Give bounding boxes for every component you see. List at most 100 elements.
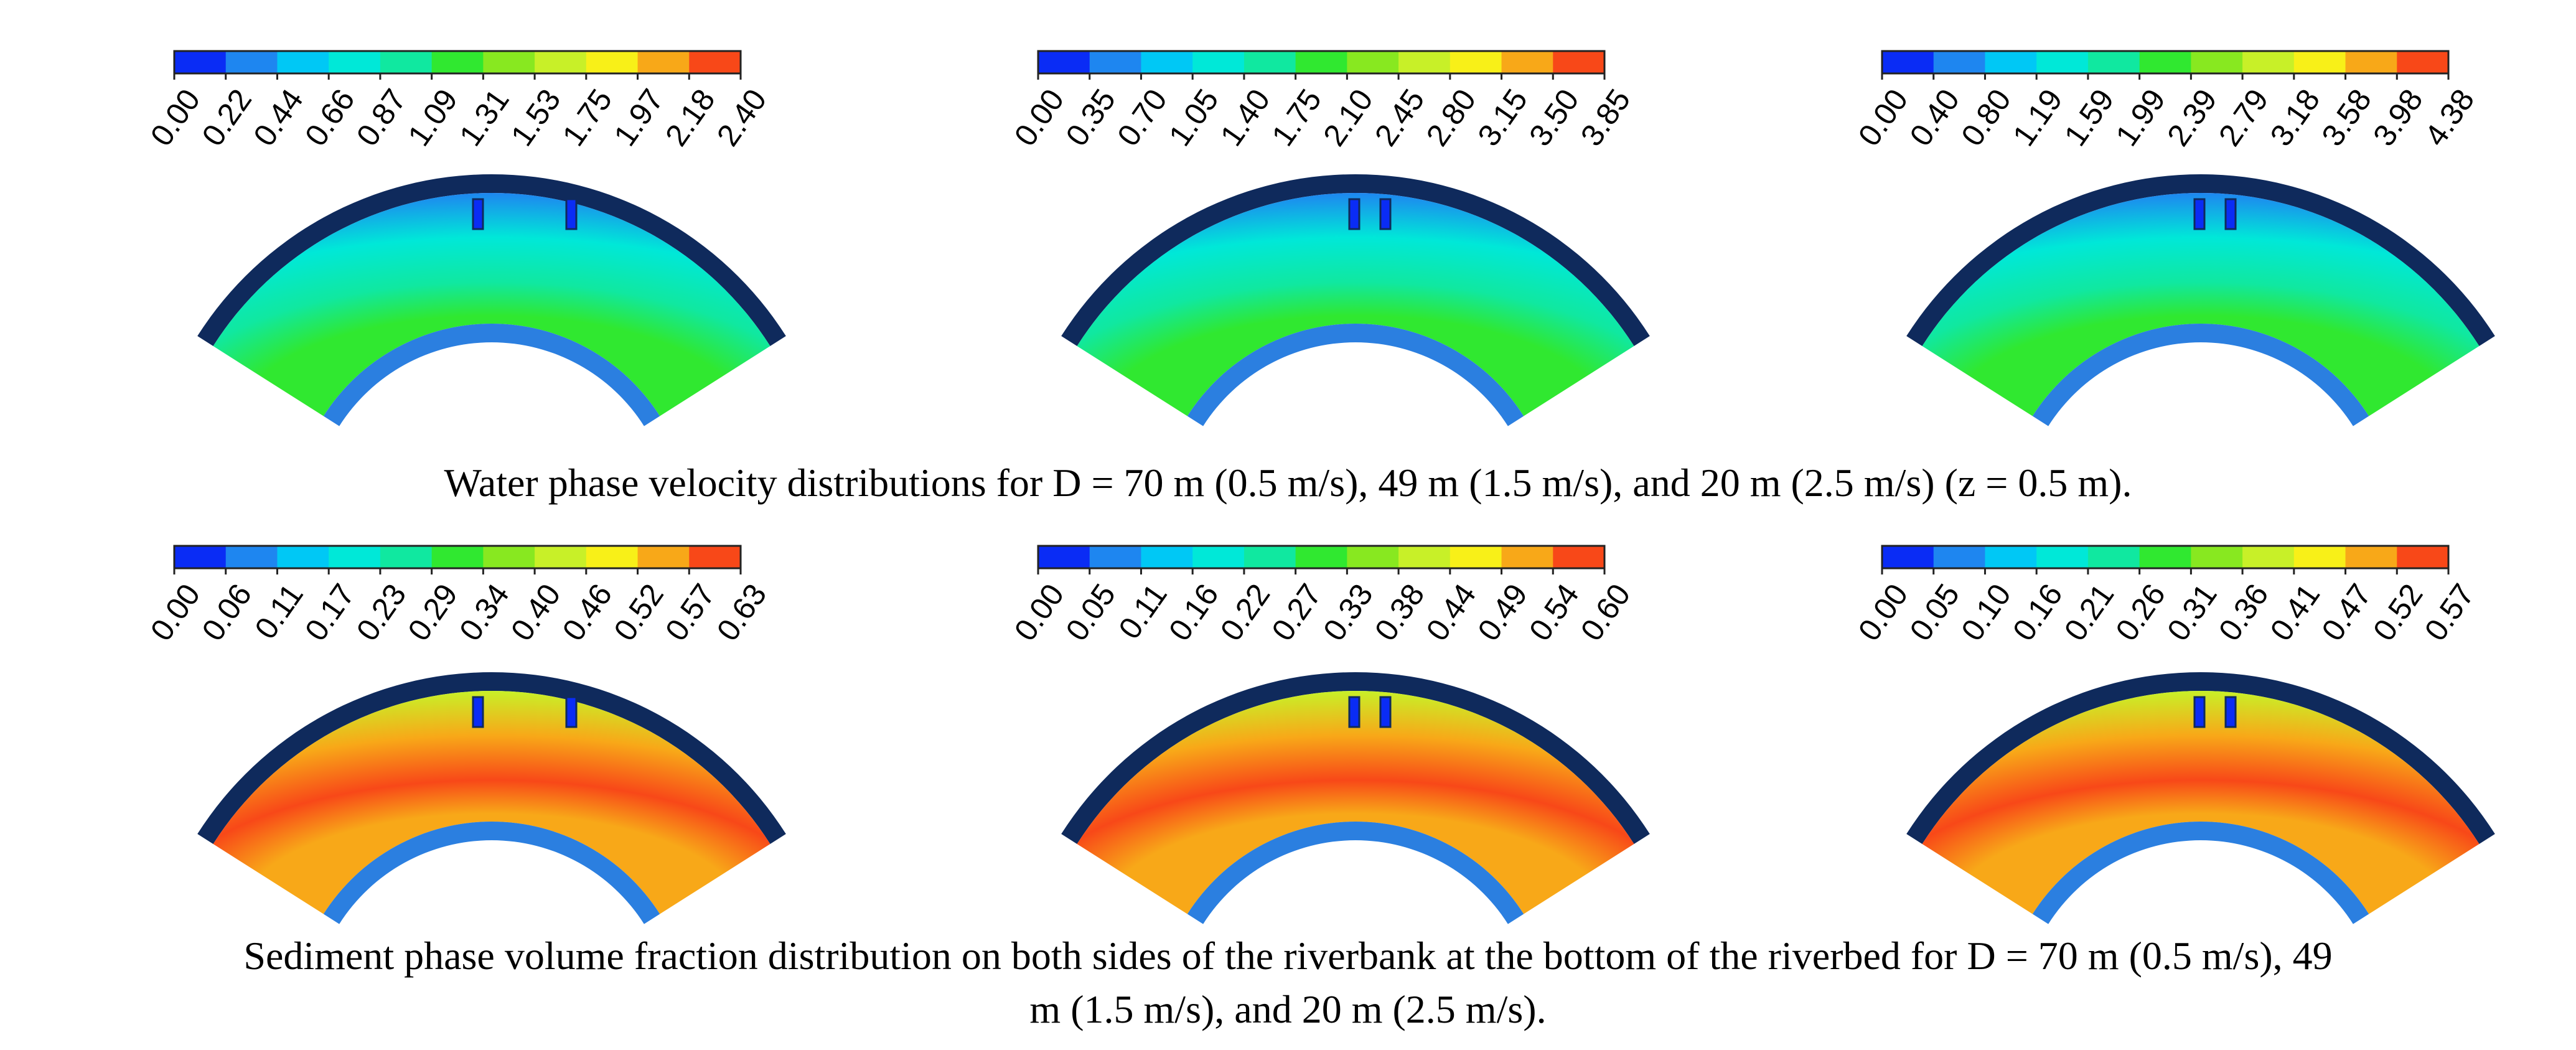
colorbar-tick-label: 0.52 <box>607 578 670 647</box>
outer-bank <box>1906 672 2495 845</box>
colorbar-segment <box>2036 51 2089 73</box>
inner-bank <box>1187 324 1524 426</box>
colorbar-segment <box>380 51 433 73</box>
sediment-caption-line1: Sediment phase volume fraction distribut… <box>243 934 2333 978</box>
colorbar-tick-label: 1.59 <box>2058 83 2121 152</box>
colorbar: 0.000.060.110.170.230.290.340.400.460.52… <box>144 545 774 647</box>
colorbar-segment <box>277 546 329 568</box>
colorbar-tick-label: 0.36 <box>2212 578 2275 647</box>
colorbar-tick-label: 0.06 <box>195 578 259 647</box>
colorbar-tick-label: 0.29 <box>401 578 464 647</box>
colorbar-tick-label: 0.31 <box>2160 578 2224 647</box>
colorbar-tick-label: 1.19 <box>2006 83 2069 152</box>
bridge-pier <box>1379 696 1392 728</box>
flow-domain <box>1077 691 1634 914</box>
colorbar-tick-label: 2.40 <box>710 83 774 152</box>
colorbar-segment <box>225 546 278 568</box>
flow-domain <box>1922 192 2480 416</box>
colorbar-segment <box>380 546 433 568</box>
colorbar-segment <box>1882 51 1934 73</box>
colorbar-segment <box>1398 546 1451 568</box>
colorbar-frame <box>1037 50 1606 75</box>
colorbar-segment <box>174 546 227 568</box>
colorbar: 0.000.350.701.051.401.752.102.452.803.15… <box>1008 50 1637 152</box>
colorbar-tick-label: 3.85 <box>1574 83 1637 152</box>
colorbar-tick-label: 0.87 <box>350 83 413 152</box>
colorbar-tick-label: 0.05 <box>1059 578 1123 647</box>
water-velocity-caption: Water phase velocity distributions for D… <box>444 461 2132 505</box>
colorbar-segment <box>329 51 381 73</box>
colorbar-tick-label: 2.79 <box>2212 83 2275 152</box>
colorbar-segment <box>2036 546 2089 568</box>
colorbar-tick-label: 0.16 <box>2006 578 2069 647</box>
outer-bank <box>197 174 786 347</box>
colorbar-segment <box>535 51 587 73</box>
bridge-pier <box>2224 198 2237 230</box>
colorbar-segment <box>2087 51 2140 73</box>
colorbar-segment <box>637 546 690 568</box>
colorbar-segment <box>1553 51 1605 73</box>
inner-bank <box>2032 822 2369 924</box>
inner-bank <box>2032 323 2369 426</box>
colorbar-segment <box>2139 51 2191 73</box>
colorbar-segment <box>2345 51 2397 73</box>
colorbar-tick-label: 0.05 <box>1903 578 1967 647</box>
bridge-pier <box>472 198 484 230</box>
colorbar-tick-label: 0.00 <box>144 83 207 152</box>
colorbar-segment <box>1501 546 1553 568</box>
colorbar-segment <box>1985 51 2037 73</box>
colorbar-tick-label: 0.46 <box>556 578 619 647</box>
colorbar-tick-label: 0.70 <box>1110 83 1174 152</box>
outer-bank <box>197 672 786 845</box>
outer-bank <box>1061 672 1650 845</box>
colorbar-segment <box>1141 546 1193 568</box>
colorbar-tick-label: 3.98 <box>2366 83 2430 152</box>
colorbar-tick-label: 3.50 <box>1522 83 1586 152</box>
colorbar-tick-label: 0.21 <box>2058 578 2121 647</box>
colorbar-tick-label: 1.99 <box>2109 83 2172 152</box>
colorbar-tick-label: 0.00 <box>1008 83 1071 152</box>
colorbar-frame <box>1037 545 1606 570</box>
colorbar-segment <box>1398 51 1451 73</box>
colorbar-tick-label: 0.23 <box>350 578 413 647</box>
colorbar-tick-label: 0.44 <box>246 83 310 152</box>
colorbar-segment <box>1295 51 1347 73</box>
colorbar-segment <box>1295 546 1347 568</box>
colorbar-tick-label: 0.34 <box>452 578 516 647</box>
colorbar-segment <box>1244 546 1296 568</box>
colorbar-tick-label: 0.40 <box>504 578 568 647</box>
colorbar-tick-label: 0.00 <box>1852 578 1915 647</box>
bridge-pier <box>565 696 578 728</box>
colorbar-segment <box>2191 51 2243 73</box>
colorbar-segment <box>1985 546 2037 568</box>
colorbar-segment <box>1244 51 1296 73</box>
colorbar-segment <box>1933 546 1985 568</box>
colorbar-segment <box>2191 546 2243 568</box>
colorbar: 0.000.050.100.160.210.260.310.360.410.47… <box>1852 545 2481 647</box>
colorbar-frame <box>173 50 742 75</box>
panel-water-2: 0.000.350.701.051.401.752.102.452.803.15… <box>1008 50 1650 426</box>
colorbar-tick-label: 0.52 <box>2366 578 2430 647</box>
colorbar-tick-label: 2.39 <box>2160 83 2224 152</box>
colorbar-segment <box>1450 546 1502 568</box>
colorbar-segment <box>431 51 484 73</box>
colorbar-segment <box>1553 546 1605 568</box>
river-bend-contour <box>197 672 786 924</box>
colorbar-segment <box>1347 51 1399 73</box>
colorbar-segment <box>1141 51 1193 73</box>
panel-sediment-1: 0.000.060.110.170.230.290.340.400.460.52… <box>144 545 786 924</box>
bridge-pier <box>565 198 578 230</box>
colorbar-frame <box>173 545 742 570</box>
river-bend-contour <box>1906 174 2495 426</box>
panel-water-3: 0.000.400.801.191.591.992.392.793.183.58… <box>1852 50 2495 426</box>
inner-bank <box>323 822 660 924</box>
colorbar-tick-label: 0.80 <box>1954 83 2018 152</box>
panel-sediment-3: 0.000.050.100.160.210.260.310.360.410.47… <box>1852 545 2495 924</box>
colorbar-tick-label: 1.53 <box>504 83 568 152</box>
colorbar-tick-label: 0.35 <box>1059 83 1123 152</box>
colorbar-segment <box>277 51 329 73</box>
colorbar-segment <box>689 51 741 73</box>
colorbar-tick-label: 0.40 <box>1903 83 1967 152</box>
colorbar-tick-label: 3.58 <box>2315 83 2378 152</box>
colorbar-tick-label: 0.60 <box>1574 578 1637 647</box>
